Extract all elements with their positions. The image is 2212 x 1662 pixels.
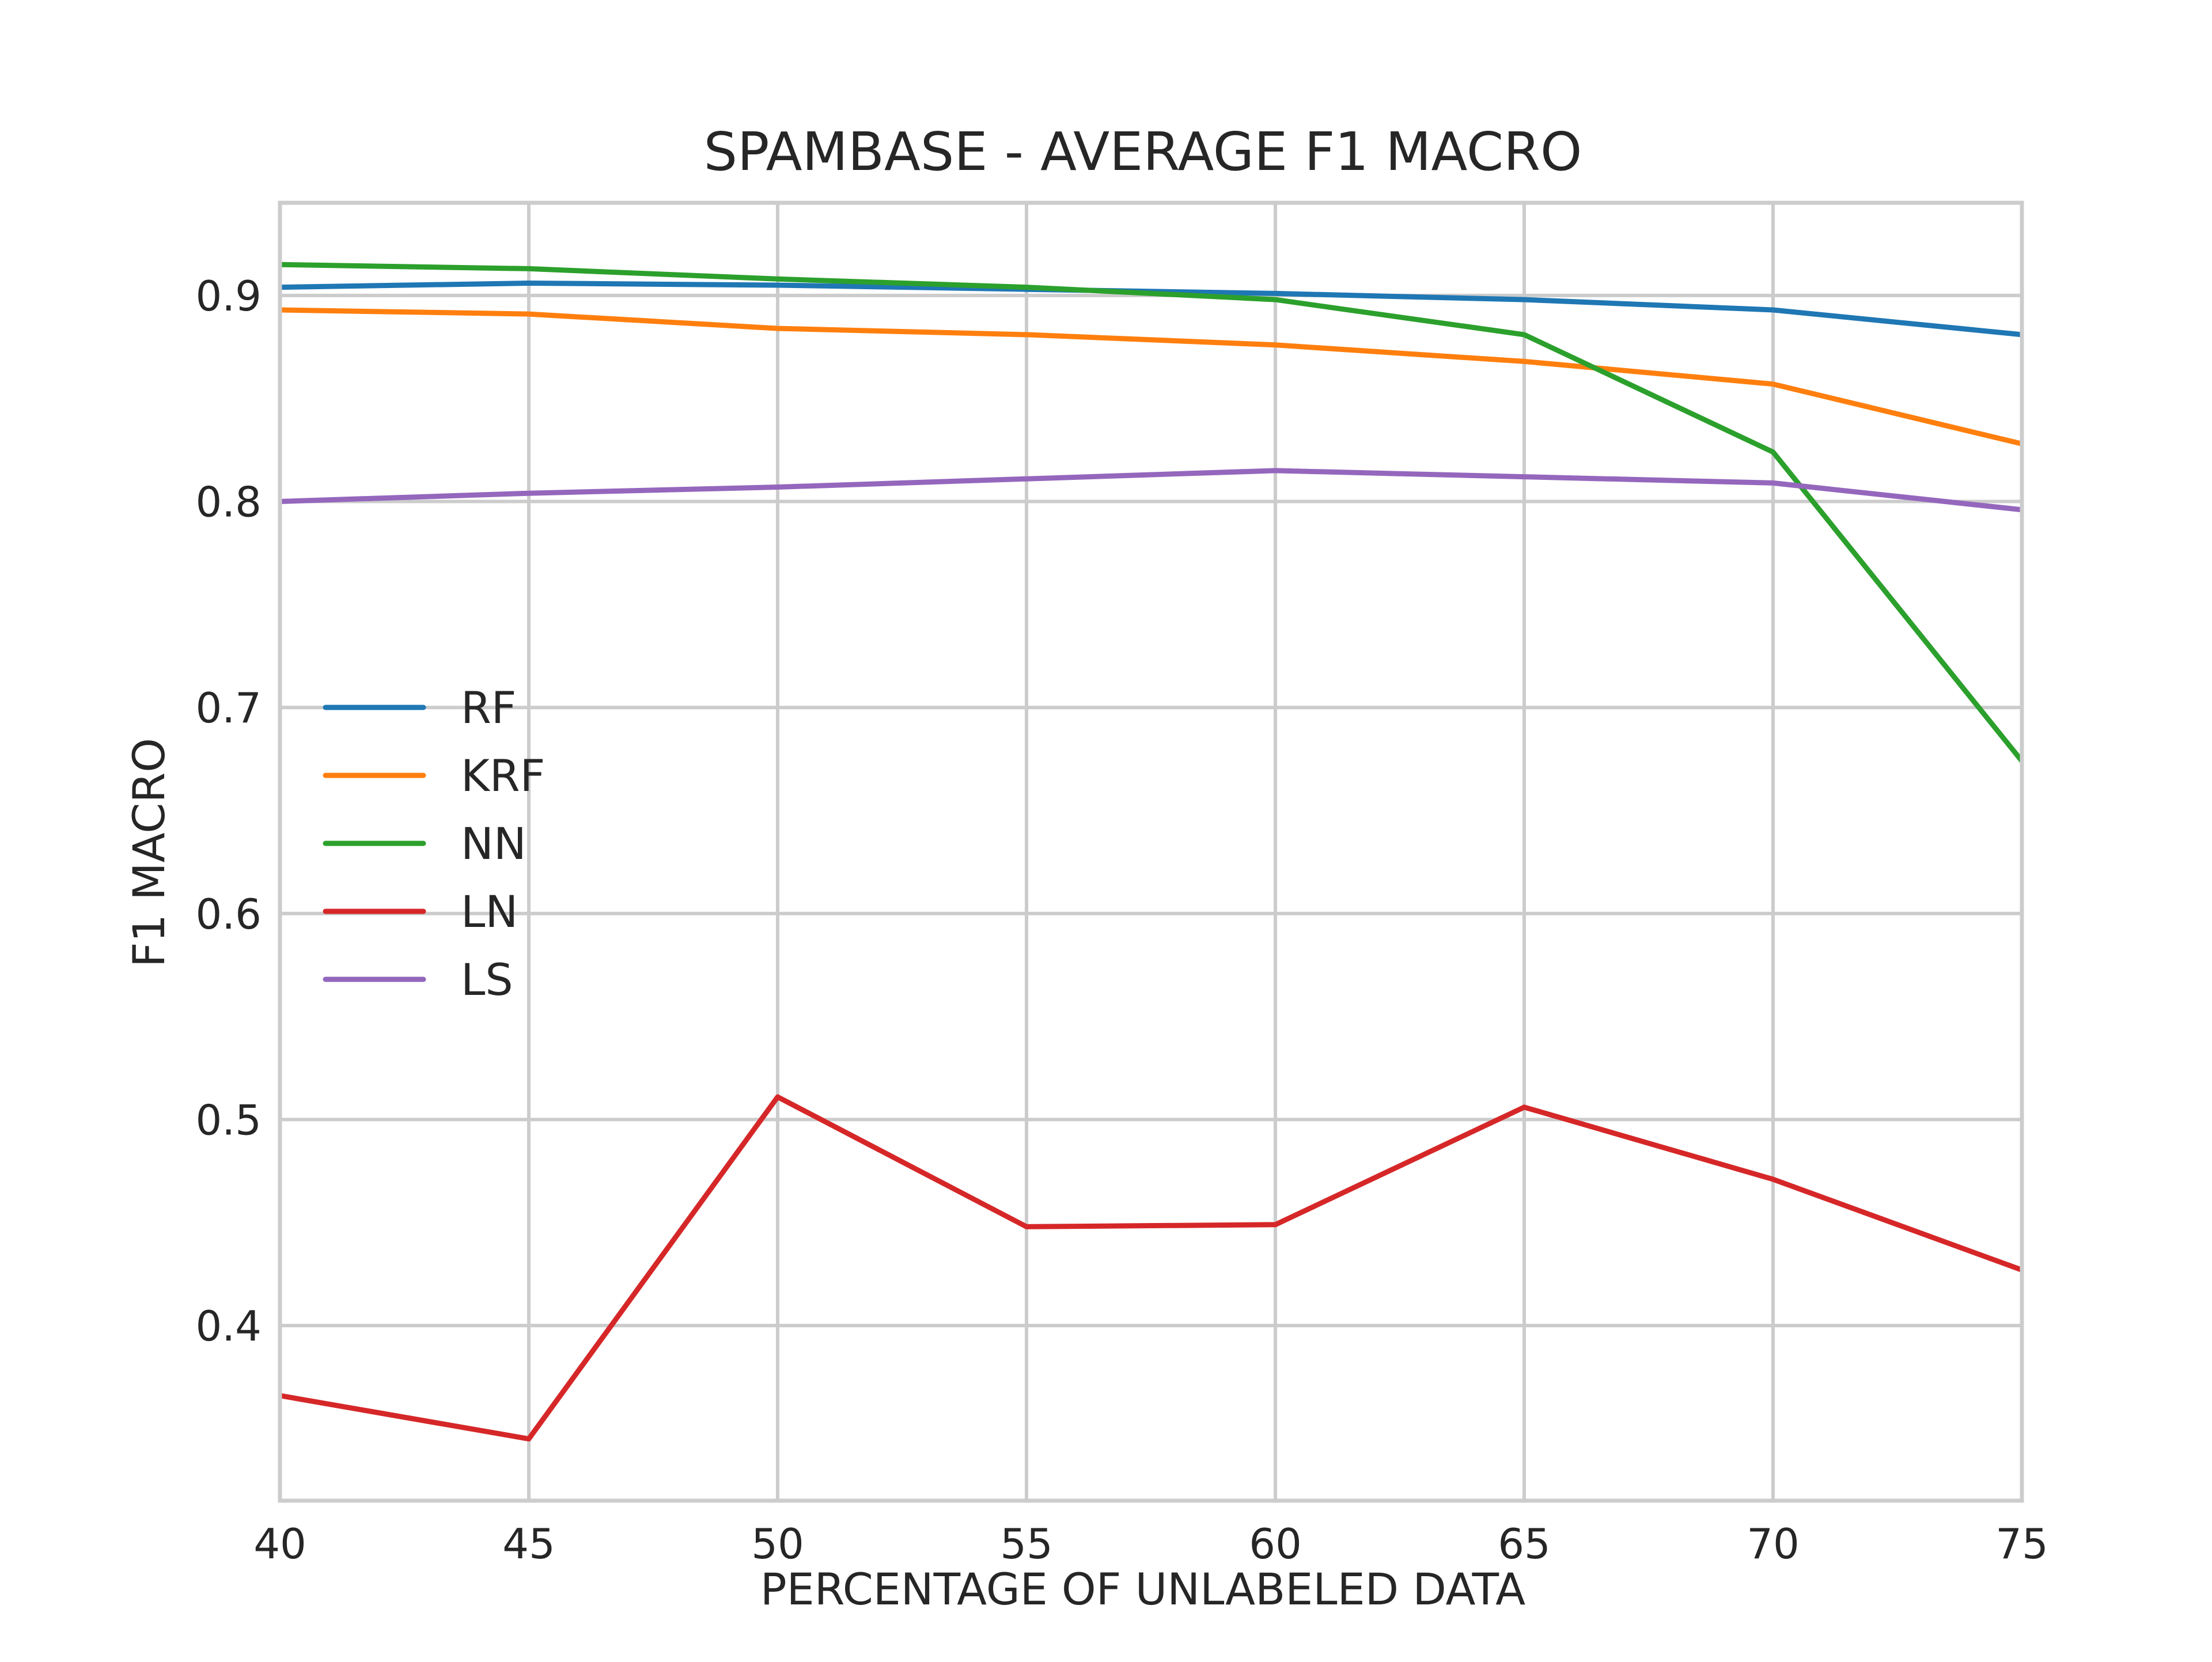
legend-label-ln: LN [461,886,518,937]
plot-frame [278,200,2024,1503]
series-lines [279,262,2024,1442]
x-tick-label: 70 [1747,1520,1800,1568]
chart-title: SPAMBASE - AVERAGE F1 MACRO [704,121,1582,183]
grid [278,203,2024,1501]
x-tick-label: 45 [502,1520,555,1568]
legend-label-krf: KRF [461,750,545,801]
y-tick-label: 0.4 [195,1302,262,1350]
y-axis-label: F1 MACRO [123,738,175,967]
series-line-ls [279,468,2022,513]
legend: RF KRF NN LN LS [323,682,545,1005]
series-line-nn [279,262,2024,763]
x-tick-label: 65 [1498,1520,1551,1568]
legend-label-ls: LS [461,954,513,1005]
x-tick-label: 60 [1249,1520,1302,1568]
x-tick-label: 50 [751,1520,804,1568]
tick-labels: 40 45 50 55 60 65 70 75 0.4 0.5 0.6 0.7 0.8 0.9 [195,272,2048,1568]
y-tick-label: 0.8 [195,478,262,527]
x-axis-label: PERCENTAGE OF UNLABELED DATA [760,1563,1525,1615]
y-tick-label: 0.7 [195,684,262,732]
y-tick-label: 0.5 [195,1096,262,1144]
y-tick-label: 0.9 [195,272,262,320]
series-line-krf [279,307,2023,446]
series-line-ln [279,1094,2023,1442]
x-tick-label: 75 [1995,1520,2048,1568]
legend-label-nn: NN [461,818,527,869]
legend-label-rf: RF [461,682,517,733]
x-tick-label: 40 [253,1520,306,1568]
x-tick-label: 55 [1000,1520,1053,1568]
y-tick-label: 0.6 [195,890,262,938]
